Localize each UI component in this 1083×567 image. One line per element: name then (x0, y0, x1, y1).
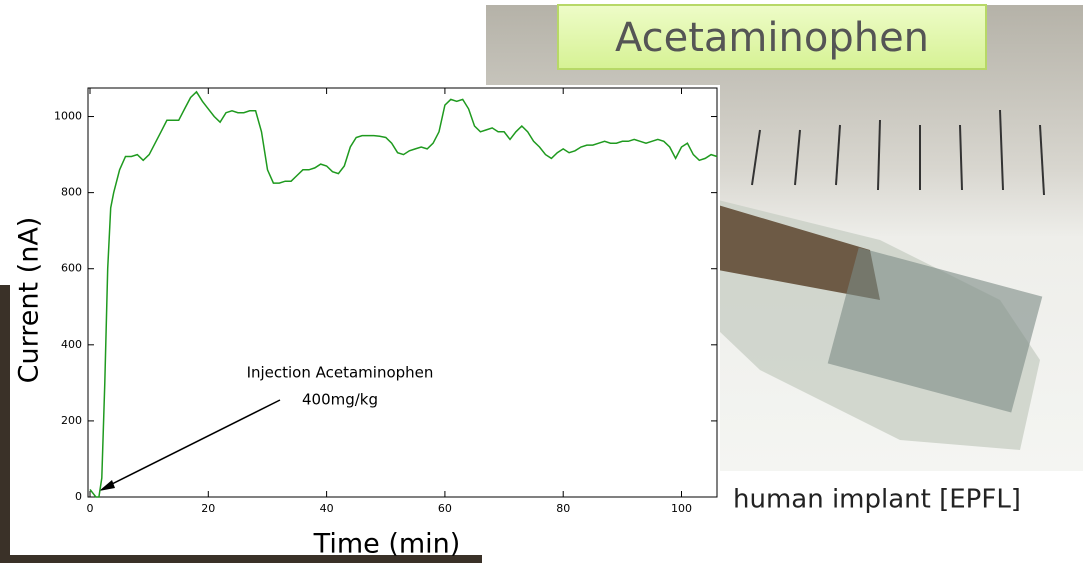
y-tick-label: 0 (75, 490, 82, 503)
x-axis-label: Time (min) (313, 529, 461, 560)
dark-edge (0, 285, 10, 563)
y-tick-label: 600 (61, 262, 82, 275)
caption: human implant [EPFL] (733, 485, 1021, 515)
y-tick-label: 200 (61, 414, 82, 427)
label-box-text: Acetaminophen (615, 15, 929, 61)
x-tick-label: 100 (671, 502, 692, 515)
page: Acetaminophen human implant [EPFL] Time … (0, 0, 1083, 563)
chart-background (10, 85, 720, 555)
x-tick-label: 0 (87, 502, 94, 515)
annotation: Injection Acetaminophen (247, 364, 434, 382)
y-tick-label: 800 (61, 186, 82, 199)
x-tick-label: 40 (320, 502, 334, 515)
y-axis-label: Current (nA) (14, 217, 45, 384)
annotation: 400mg/kg (302, 391, 378, 409)
x-tick-label: 80 (556, 502, 570, 515)
y-tick-label: 400 (61, 338, 82, 351)
x-tick-label: 60 (438, 502, 452, 515)
slide: Acetaminophen human implant [EPFL] Time … (0, 0, 1083, 563)
y-tick-label: 1000 (54, 110, 82, 123)
x-tick-label: 20 (201, 502, 215, 515)
